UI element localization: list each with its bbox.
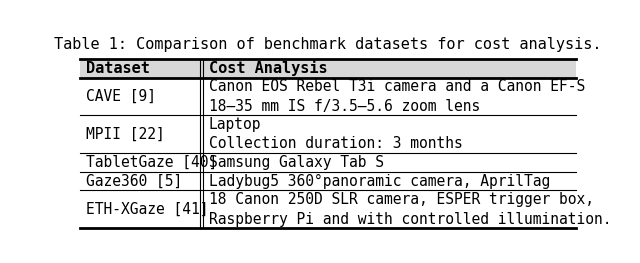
Text: Ladybug5 360°panoramic camera, AprilTag: Ladybug5 360°panoramic camera, AprilTag: [209, 174, 550, 189]
Text: Dataset: Dataset: [86, 61, 150, 76]
Bar: [80, 59, 576, 78]
Text: Samsung Galaxy Tab S: Samsung Galaxy Tab S: [209, 155, 384, 170]
Text: MPII [22]: MPII [22]: [86, 127, 164, 141]
Text: Table 1: Comparison of benchmark datasets for cost analysis.: Table 1: Comparison of benchmark dataset…: [54, 37, 602, 52]
Text: Laptop
Collection duration: 3 months: Laptop Collection duration: 3 months: [209, 117, 463, 151]
Text: Gaze360 [5]: Gaze360 [5]: [86, 174, 182, 189]
Text: ETH-XGaze [41]: ETH-XGaze [41]: [86, 202, 209, 217]
Text: Canon EOS Rebel T3i camera and a Canon EF-S
18–35 mm IS f/3.5–5.6 zoom lens: Canon EOS Rebel T3i camera and a Canon E…: [209, 79, 585, 114]
Text: Cost Analysis: Cost Analysis: [209, 60, 328, 76]
Text: CAVE [9]: CAVE [9]: [86, 89, 156, 104]
Text: 18 Canon 250D SLR camera, ESPER trigger box,
Raspberry Pi and with controlled il: 18 Canon 250D SLR camera, ESPER trigger …: [209, 192, 611, 227]
Text: TabletGaze [40]: TabletGaze [40]: [86, 155, 217, 170]
